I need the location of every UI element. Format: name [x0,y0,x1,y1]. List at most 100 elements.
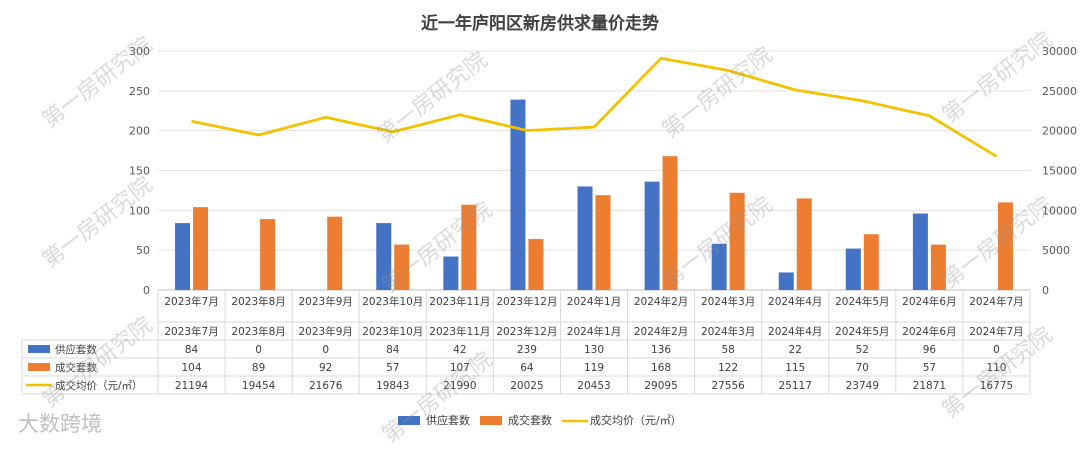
x-tick-label: 2024年5月 [835,295,889,308]
table-header-cell: 2024年7月 [969,325,1023,338]
bar [577,186,593,290]
table-cell: 64 [520,362,534,374]
table-cell: 110 [986,362,1006,374]
bar [997,202,1013,290]
table-header-cell: 2023年11月 [429,325,490,338]
table-cell: 21871 [913,380,946,392]
table-cell: 21194 [175,380,209,392]
chart-title: 近一年庐阳区新房供求量价走势 [421,13,659,34]
table-header-cell: 2024年1月 [567,325,621,338]
bar [528,239,544,290]
x-tick-label: 2024年7月 [969,295,1023,308]
legend: 供应套数 成交套数 成交均价（元/㎡） [398,413,682,427]
x-tick-label: 2023年7月 [164,295,218,308]
bar [778,272,794,290]
table-cell: 42 [453,344,466,356]
right-tick-label: 0 [1042,284,1049,297]
bar [863,234,879,290]
table-header-cell: 2024年6月 [902,325,956,338]
x-tick-label: 2023年11月 [429,295,490,308]
left-axis: 0 50 100 150 200 250 300 [129,45,150,297]
left-tick-label: 0 [143,284,150,297]
table-series-label: 供应套数 [55,343,97,356]
bar [845,248,861,290]
table-cell: 20025 [510,380,543,392]
bar [376,223,392,290]
table-cell: 58 [721,344,734,356]
x-tick-label: 2023年8月 [231,295,285,308]
table-cell: 136 [651,344,671,356]
legend-key [398,416,420,425]
bar [510,99,526,290]
x-tick-label: 2023年10月 [362,295,423,308]
table-cell: 0 [322,344,329,356]
table-cell: 70 [856,362,869,374]
legend-key [480,416,502,425]
bar [930,244,946,290]
table-cell: 22 [789,344,802,356]
bar [729,192,745,290]
right-tick-label: 5000 [1042,244,1070,257]
x-tick-label: 2023年12月 [496,295,557,308]
x-tick-label: 2024年1月 [567,295,621,308]
bar [175,223,191,290]
legend-label: 成交均价（元/㎡） [590,413,682,427]
table-cell: 23749 [846,380,879,392]
x-tick-label: 2024年6月 [902,295,956,308]
bar [260,219,276,290]
bar [461,204,477,290]
bar [662,156,678,290]
table-cell: 104 [182,362,202,374]
grid [158,50,1030,291]
table-cell: 57 [923,362,936,374]
left-tick-label: 50 [136,244,150,257]
table-legend-key [28,345,50,353]
table-cell: 107 [450,362,470,374]
bar [644,181,660,290]
x-tick-label: 2024年3月 [701,295,755,308]
table-cell: 92 [319,362,332,374]
table-cell: 19454 [242,380,276,392]
table-header-cell: 2024年2月 [634,325,688,338]
table-cell: 96 [923,344,937,356]
table-legend-key [28,363,50,371]
x-tick-label: 2023年9月 [298,295,352,308]
right-tick-label: 30000 [1042,45,1077,58]
table-cell: 29095 [644,380,677,392]
left-tick-label: 150 [129,165,150,178]
table-series-label: 成交均价（元/㎡） [55,379,143,392]
table-cell: 0 [255,344,262,356]
table-cell: 16775 [980,380,1013,392]
bar [912,213,928,290]
bar [193,207,209,290]
table-header-cell: 2023年7月 [164,325,218,338]
table-cell: 52 [856,344,869,356]
table-cell: 84 [185,344,199,356]
bar [711,243,727,290]
bar [394,244,410,290]
left-tick-label: 250 [129,85,150,98]
table-cell: 20453 [577,380,610,392]
right-tick-label: 25000 [1042,85,1077,98]
table-header-cell: 2023年12月 [496,325,557,338]
left-tick-label: 200 [129,125,150,138]
x-tick-label: 2024年4月 [768,295,822,308]
table-header-cell: 2023年8月 [231,325,285,338]
bar [796,198,812,290]
table-cell: 19843 [376,380,409,392]
bar [327,216,343,290]
table-cell: 0 [993,344,1000,356]
data-table: 2023年7月 2023年7月 2023年8月 2023年8月 2023年9月 2023年… [21,290,1031,395]
bars-layer [175,99,1013,290]
table-header-cell: 2024年3月 [701,325,755,338]
bar [595,195,611,290]
price-line-layer [191,56,998,158]
bar [443,256,459,290]
table-header-cell: 2023年10月 [362,325,423,338]
right-tick-label: 20000 [1042,125,1077,138]
table-cell: 115 [785,362,805,374]
table-header-cell: 2024年4月 [768,325,822,338]
table-series-label: 成交套数 [55,361,97,374]
table-cell: 21990 [443,380,476,392]
legend-label: 供应套数 [426,413,470,427]
